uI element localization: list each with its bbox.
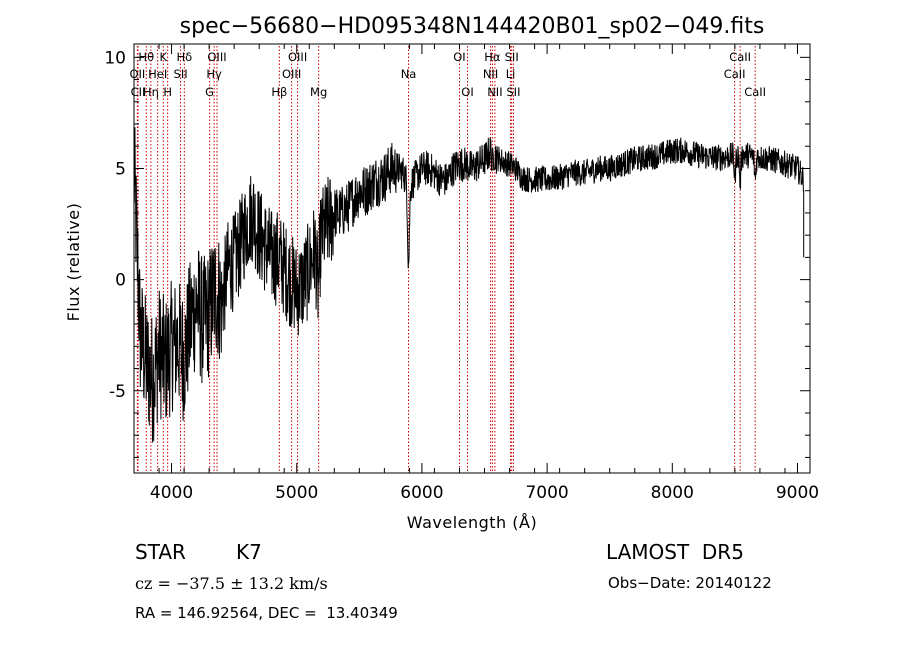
spectral-line-label: OI xyxy=(453,50,465,64)
spectral-line-label: SII xyxy=(174,67,188,81)
coordinates: RA = 146.92564, DEC = 13.40349 xyxy=(135,604,398,622)
spectral-line-label: Hη xyxy=(143,85,159,99)
survey-name: LAMOST DR5 xyxy=(606,540,744,564)
x-tick-label: 4000 xyxy=(150,483,193,503)
spectral-line-label: Hβ xyxy=(271,85,287,99)
y-tick-label: -5 xyxy=(109,382,126,402)
spectral-line-label: CaII xyxy=(729,50,751,64)
spectral-line-label: K xyxy=(160,50,168,64)
axis-tick-labels: 4000 5000 6000 7000 8000 9000 -5 0 5 10 xyxy=(104,48,819,503)
x-tick-label: 9000 xyxy=(776,483,819,503)
spectral-line-label: Hγ xyxy=(206,67,222,81)
spectral-line-label: Li xyxy=(506,67,516,81)
object-class: STAR xyxy=(135,540,186,564)
object-subclass: K7 xyxy=(236,540,262,564)
spectral-line-label: CaII xyxy=(744,85,766,99)
observation-date: Obs−Date: 20140122 xyxy=(608,574,772,592)
spectral-line-label: Mg xyxy=(310,85,327,99)
chart-title: spec−56680−HD095348N144420B01_sp02−049.f… xyxy=(180,14,765,39)
x-axis-label: Wavelength (Å) xyxy=(407,513,537,532)
y-axis-label: Flux (relative) xyxy=(64,203,83,322)
y-tick-label: 10 xyxy=(104,48,126,68)
spectral-line-label: Hδ xyxy=(176,50,192,64)
y-tick-label: 5 xyxy=(115,159,126,179)
spectral-line-label: HeI xyxy=(148,67,167,81)
spectral-line-label: OIII xyxy=(282,67,301,81)
x-tick-label: 6000 xyxy=(400,483,443,503)
spectral-line-label: OII xyxy=(129,67,145,81)
radial-velocity: cz = −37.5 ± 13.2 km/s xyxy=(135,574,328,593)
spectral-line-label: OIII xyxy=(207,50,226,64)
x-tick-label: 8000 xyxy=(651,483,694,503)
spectral-line-label: G xyxy=(205,85,214,99)
y-tick-label: 0 xyxy=(115,271,126,291)
x-tick-label: 5000 xyxy=(275,483,318,503)
plot-frame xyxy=(133,43,811,474)
spectral-line-label: NII xyxy=(487,85,502,99)
spectrum-line xyxy=(133,127,805,443)
spectral-line-label: NII xyxy=(483,67,498,81)
spectral-line-label: Hθ xyxy=(138,50,154,64)
spectral-line-label: SII xyxy=(505,50,519,64)
spectral-line-label: SII xyxy=(506,85,520,99)
spectral-line-label: H xyxy=(163,85,172,99)
spectral-line-label: OI xyxy=(461,85,473,99)
x-tick-label: 7000 xyxy=(525,483,568,503)
axis-ticks xyxy=(133,44,811,473)
spectral-line-label: CaII xyxy=(724,67,746,81)
spectral-line-label: Na xyxy=(401,67,417,81)
spectral-line-label: Hα xyxy=(484,50,501,64)
spectral-line-label: OIII xyxy=(288,50,307,64)
